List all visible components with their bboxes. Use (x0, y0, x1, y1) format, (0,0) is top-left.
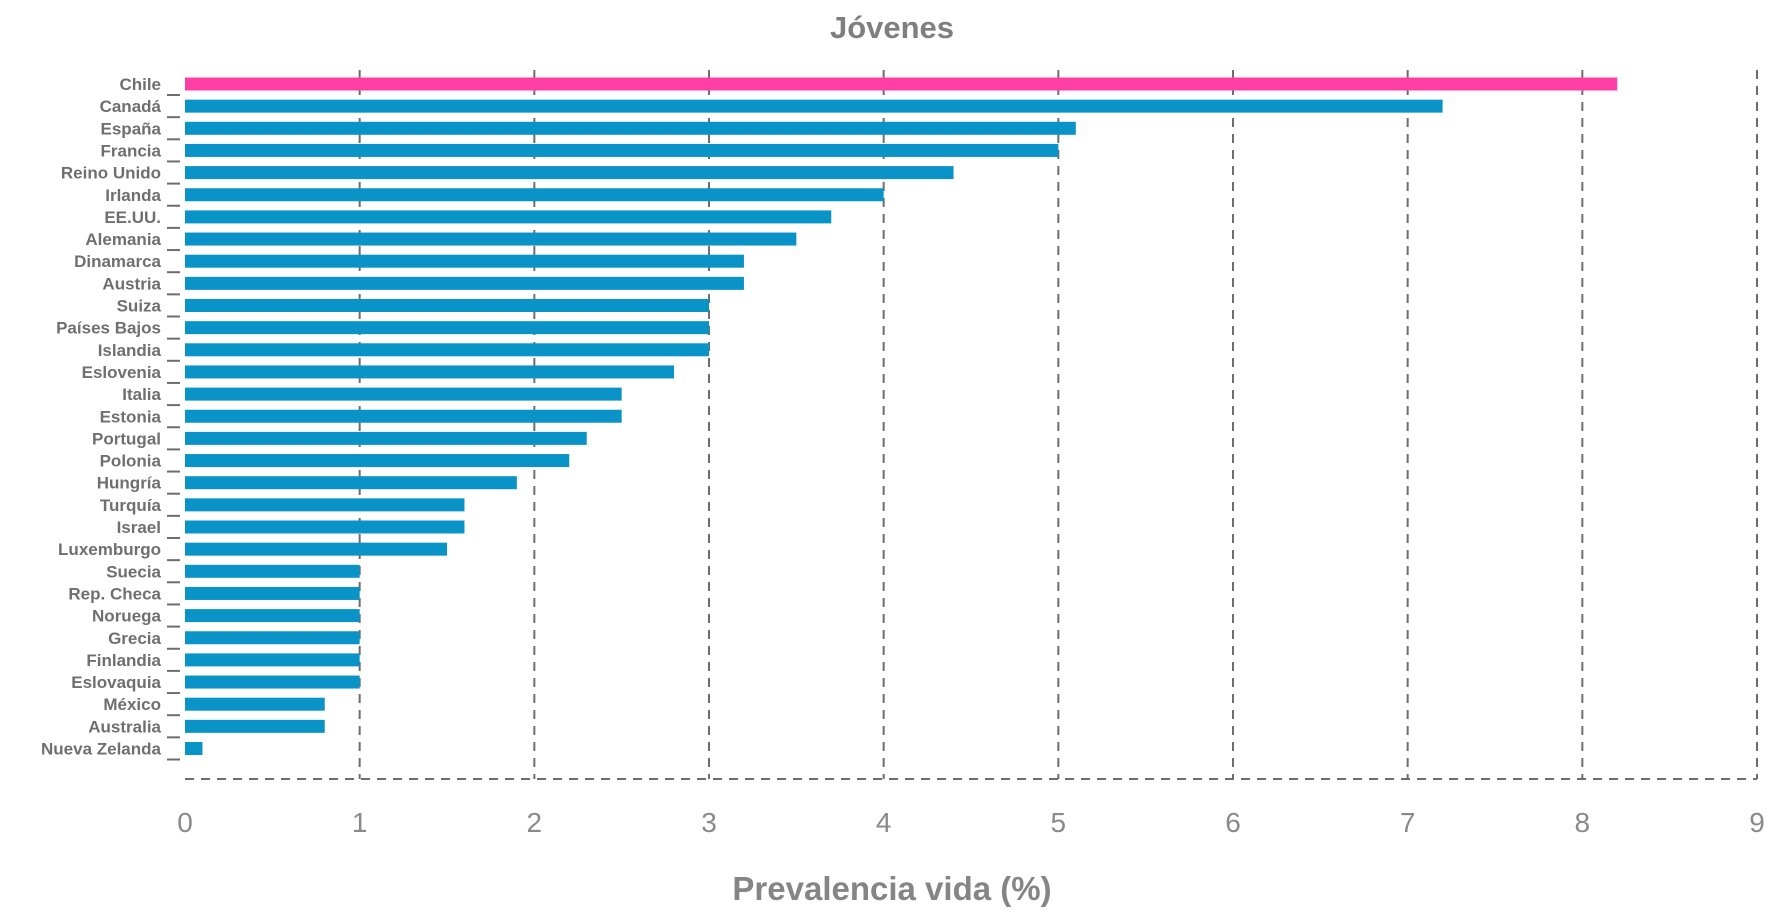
x-tick-label-2: 2 (527, 807, 543, 838)
bar-chile (185, 77, 1618, 91)
category-label-austria: Austria (102, 274, 161, 293)
category-label-francia: Francia (101, 141, 162, 160)
category-label-italia: Italia (122, 385, 161, 404)
category-label-ee-uu: EE.UU. (104, 208, 161, 227)
bar-grecia (185, 631, 360, 645)
category-label-eslovenia: Eslovenia (82, 363, 162, 382)
category-label-canada: Canadá (100, 97, 162, 116)
category-label-hungria: Hungría (97, 474, 162, 493)
x-tick-label-5: 5 (1051, 807, 1067, 838)
category-label-alemania: Alemania (85, 230, 161, 249)
bar-portugal (185, 431, 587, 445)
category-label-finlandia: Finlandia (86, 651, 161, 670)
x-tick-label-6: 6 (1225, 807, 1241, 838)
x-tick-label-3: 3 (701, 807, 717, 838)
bar-irlanda (185, 188, 884, 202)
category-label-suecia: Suecia (106, 562, 161, 581)
category-label-australia: Australia (88, 717, 161, 736)
category-label-nueva-zelanda: Nueva Zelanda (41, 740, 162, 759)
bar-eslovenia (185, 365, 675, 379)
category-label-grecia: Grecia (108, 629, 161, 648)
bar-layer (185, 77, 1618, 755)
category-label-israel: Israel (117, 518, 161, 537)
category-label-eslovaquia: Eslovaquia (71, 673, 161, 692)
x-tick-label-8: 8 (1575, 807, 1591, 838)
bar-ee-uu (185, 210, 832, 224)
category-label-reino-unido: Reino Unido (61, 164, 161, 183)
bar-estonia (185, 409, 622, 423)
bar-australia (185, 719, 325, 733)
bar-canada (185, 99, 1443, 113)
bar-reino-unido (185, 166, 954, 180)
category-label-irlanda: Irlanda (105, 186, 161, 205)
category-label-chile: Chile (119, 75, 161, 94)
x-tick-label-7: 7 (1400, 807, 1416, 838)
bar-finlandia (185, 653, 360, 667)
bar-espana (185, 121, 1076, 135)
x-tick-label-4: 4 (876, 807, 892, 838)
bar-polonia (185, 454, 570, 468)
bar-alemania (185, 232, 797, 246)
bar-islandia (185, 343, 709, 357)
x-tick-label-1: 1 (352, 807, 368, 838)
bar-paises-bajos (185, 321, 709, 335)
category-label-rep-checa: Rep. Checa (68, 584, 161, 603)
bar-turquia (185, 498, 465, 512)
category-label-mexico: México (103, 695, 161, 714)
category-label-noruega: Noruega (92, 607, 162, 626)
x-tick-label-0: 0 (177, 807, 193, 838)
category-label-suiza: Suiza (117, 297, 162, 316)
bar-dinamarca (185, 254, 744, 268)
bar-luxemburgo (185, 542, 447, 556)
category-label-luxemburgo: Luxemburgo (58, 540, 161, 559)
x-tick-label-9: 9 (1749, 807, 1765, 838)
category-label-paises-bajos: Países Bajos (56, 319, 161, 338)
bar-rep-checa (185, 586, 360, 600)
bar-mexico (185, 697, 325, 711)
category-label-polonia: Polonia (100, 452, 162, 471)
bar-austria (185, 276, 744, 290)
bar-eslovaquia (185, 675, 360, 689)
category-label-portugal: Portugal (92, 429, 161, 448)
bar-israel (185, 520, 465, 534)
category-label-estonia: Estonia (100, 407, 162, 426)
bar-suiza (185, 299, 709, 312)
bar-suecia (185, 564, 360, 578)
bar-noruega (185, 609, 360, 623)
category-label-islandia: Islandia (98, 341, 162, 360)
bar-francia (185, 143, 1059, 157)
bar-nueva-zelanda (185, 742, 203, 755)
category-label-espana: España (101, 119, 162, 138)
bar-italia (185, 387, 622, 401)
grid-layer (185, 70, 1758, 780)
bar-hungria (185, 476, 517, 490)
label-layer: 0 1 2 3 4 5 6 7 8 9 Chile Canadá España Francia Reino … (41, 75, 1765, 838)
category-label-dinamarca: Dinamarca (74, 252, 161, 271)
chart-title: Jóvenes (830, 10, 954, 45)
x-axis-title: Prevalencia vida (%) (732, 870, 1051, 907)
category-label-turquia: Turquía (100, 496, 162, 515)
